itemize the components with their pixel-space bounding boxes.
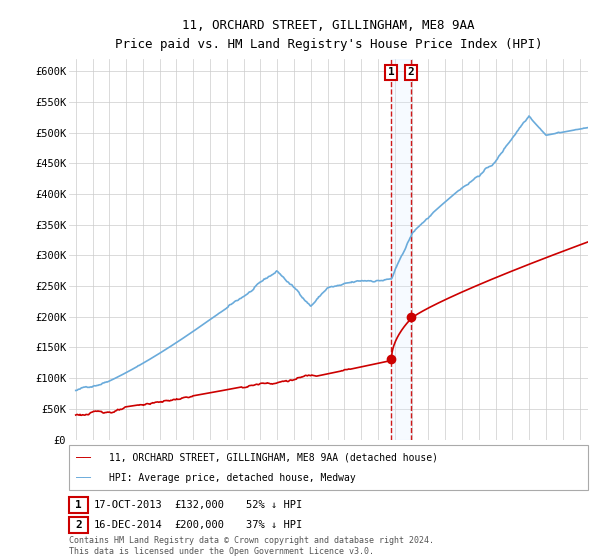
- Text: £132,000: £132,000: [174, 500, 224, 510]
- Text: £200,000: £200,000: [174, 520, 224, 530]
- Text: 1: 1: [388, 67, 395, 77]
- Text: HPI: Average price, detached house, Medway: HPI: Average price, detached house, Medw…: [109, 473, 356, 483]
- Text: 2: 2: [407, 67, 415, 77]
- Text: 1: 1: [75, 500, 82, 510]
- Text: Contains HM Land Registry data © Crown copyright and database right 2024.
This d: Contains HM Land Registry data © Crown c…: [69, 536, 434, 556]
- Bar: [391, 59, 411, 440]
- Text: 11, ORCHARD STREET, GILLINGHAM, ME8 9AA (detached house): 11, ORCHARD STREET, GILLINGHAM, ME8 9AA …: [109, 452, 438, 463]
- Text: 2: 2: [75, 520, 82, 530]
- Text: 16-DEC-2014: 16-DEC-2014: [94, 520, 163, 530]
- Text: 17-OCT-2013: 17-OCT-2013: [94, 500, 163, 510]
- Text: ——: ——: [76, 451, 91, 464]
- Title: 11, ORCHARD STREET, GILLINGHAM, ME8 9AA
Price paid vs. HM Land Registry's House : 11, ORCHARD STREET, GILLINGHAM, ME8 9AA …: [115, 18, 542, 51]
- Text: ——: ——: [76, 471, 91, 484]
- Text: 52% ↓ HPI: 52% ↓ HPI: [246, 500, 302, 510]
- Text: 37% ↓ HPI: 37% ↓ HPI: [246, 520, 302, 530]
